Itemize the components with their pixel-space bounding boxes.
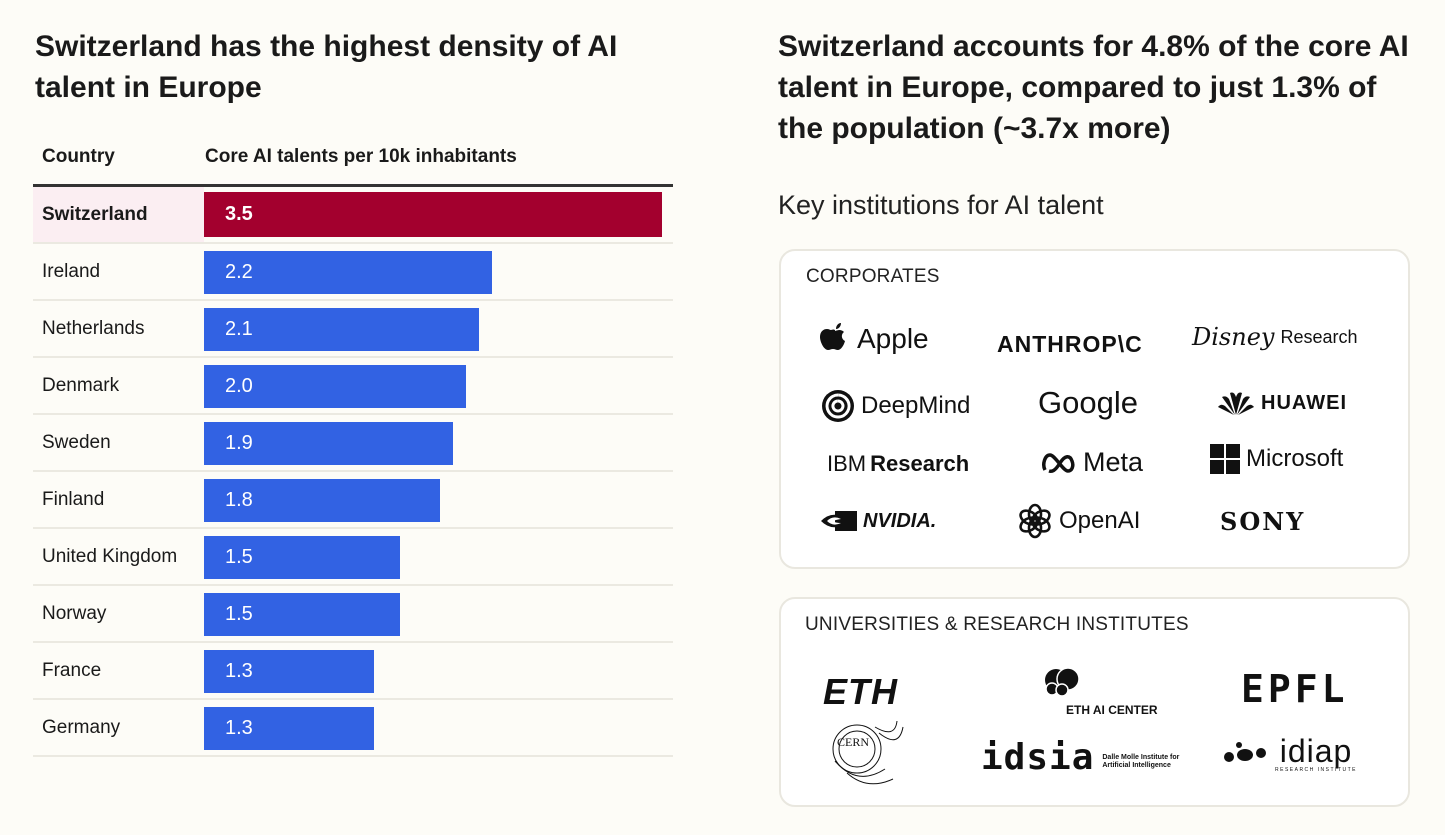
huawei-logo: HUAWEI bbox=[1217, 389, 1347, 417]
bar-value-label: 1.5 bbox=[225, 546, 253, 568]
idsia-subtitle-2: Artificial Intelligence bbox=[1102, 761, 1171, 769]
nvidia-text: NVIDIA. bbox=[863, 509, 937, 532]
country-column-header: Country bbox=[42, 146, 115, 167]
corporates-card: CORPORATES Apple ANTHROP\C Disney Resear… bbox=[779, 249, 1410, 569]
microsoft-icon bbox=[1210, 444, 1240, 474]
anthropic-logo: ANTHROP\C bbox=[997, 331, 1143, 357]
apple-text: Apple bbox=[857, 323, 929, 354]
ibm-text: IBM bbox=[827, 451, 867, 476]
cern-logo: CERN bbox=[827, 719, 907, 793]
huawei-text: HUAWEI bbox=[1261, 391, 1347, 414]
bar-denmark: 2.0 bbox=[204, 365, 466, 408]
bar-value-label: 2.0 bbox=[225, 375, 253, 397]
country-label: Netherlands bbox=[42, 317, 145, 339]
deepmind-logo: DeepMind bbox=[821, 389, 970, 423]
table-row: Sweden 1.9 bbox=[33, 415, 673, 472]
table-row: Ireland 2.2 bbox=[33, 244, 673, 301]
disney-research-logo: Disney Research bbox=[1192, 323, 1358, 351]
idsia-text: idsia bbox=[981, 737, 1095, 778]
idiap-logo: idiap RESEARCH INSTITUTE bbox=[1223, 735, 1357, 773]
bar-switzerland: 3.5 bbox=[204, 192, 662, 237]
openai-icon bbox=[1019, 503, 1051, 539]
country-label: Switzerland bbox=[33, 187, 204, 242]
bar-united-kingdom: 1.5 bbox=[204, 536, 400, 579]
institutions-title: Key institutions for AI talent bbox=[778, 190, 1104, 220]
cern-text: CERN bbox=[837, 735, 870, 749]
nvidia-logo: NVIDIA. bbox=[821, 509, 936, 533]
bar-ireland: 2.2 bbox=[204, 251, 492, 294]
bar-sweden: 1.9 bbox=[204, 422, 453, 465]
table-row: Denmark 2.0 bbox=[33, 358, 673, 415]
bar-france: 1.3 bbox=[204, 650, 374, 693]
huawei-icon bbox=[1218, 392, 1254, 415]
disney-research-text: Research bbox=[1280, 326, 1358, 347]
idiap-text: idiap bbox=[1279, 733, 1353, 769]
ibm-research-logo: IBM Research bbox=[827, 451, 969, 477]
country-label: United Kingdom bbox=[42, 545, 178, 567]
bar-norway: 1.5 bbox=[204, 593, 400, 636]
left-title: Switzerland has the highest density of A… bbox=[35, 30, 618, 104]
bar-value-label: 1.3 bbox=[225, 717, 253, 739]
table-row: Netherlands 2.1 bbox=[33, 301, 673, 358]
country-label: Sweden bbox=[42, 431, 111, 453]
disney-script-text: Disney bbox=[1192, 323, 1275, 351]
bar-germany: 1.3 bbox=[204, 707, 374, 750]
meta-icon bbox=[1042, 452, 1075, 473]
bar-value-label: 2.2 bbox=[225, 261, 253, 283]
country-label: Ireland bbox=[42, 260, 101, 282]
idsia-subtitle-1: Dalle Molle Institute for bbox=[1102, 753, 1180, 761]
country-label: France bbox=[42, 659, 102, 681]
microsoft-text: Microsoft bbox=[1246, 445, 1344, 472]
bar-value-label: 2.1 bbox=[225, 318, 253, 340]
country-label: Finland bbox=[42, 488, 105, 510]
eth-logo: ETH bbox=[823, 671, 898, 712]
google-logo: Google bbox=[1038, 385, 1138, 420]
idiap-subtitle: RESEARCH INSTITUTE bbox=[1275, 767, 1358, 773]
bar-value-label: 3.5 bbox=[225, 203, 253, 225]
meta-text: Meta bbox=[1083, 447, 1144, 477]
microsoft-logo: Microsoft bbox=[1210, 444, 1343, 474]
universities-label: UNIVERSITIES & RESEARCH INSTITUTES bbox=[805, 614, 1189, 635]
eth-ai-center-logo: ETH AI CENTER bbox=[1045, 665, 1158, 717]
table-row: Finland 1.8 bbox=[33, 472, 673, 529]
nvidia-icon bbox=[821, 511, 857, 531]
header-rule bbox=[33, 184, 673, 187]
bar-value-label: 1.9 bbox=[225, 432, 253, 454]
deepmind-text: DeepMind bbox=[861, 392, 971, 419]
bar-value-label: 1.3 bbox=[225, 660, 253, 682]
table-row: Germany 1.3 bbox=[33, 700, 673, 757]
ibm-research-text: Research bbox=[870, 451, 970, 476]
epfl-logo: EPFL bbox=[1241, 667, 1349, 711]
bar-value-label: 1.8 bbox=[225, 489, 253, 511]
bar-finland: 1.8 bbox=[204, 479, 440, 522]
bar-netherlands: 2.1 bbox=[204, 308, 479, 351]
corporates-label: CORPORATES bbox=[806, 266, 940, 287]
right-title: Switzerland accounts for 4.8% of the cor… bbox=[778, 30, 1409, 145]
openai-text: OpenAI bbox=[1059, 507, 1141, 534]
value-column-header: Core AI talents per 10k inhabitants bbox=[205, 146, 517, 167]
sony-logo: SONY bbox=[1220, 507, 1306, 536]
table-row: Switzerland 3.5 bbox=[33, 187, 673, 244]
apple-icon bbox=[820, 323, 845, 350]
idiap-icon bbox=[1224, 742, 1266, 762]
table-row: France 1.3 bbox=[33, 643, 673, 700]
eth-ai-center-icon bbox=[1045, 667, 1080, 697]
country-label: Denmark bbox=[42, 374, 120, 396]
meta-logo: Meta bbox=[1041, 447, 1143, 478]
cern-icon bbox=[832, 720, 904, 785]
country-label: Germany bbox=[42, 716, 121, 738]
apple-logo: Apple bbox=[819, 321, 929, 357]
bar-value-label: 1.5 bbox=[225, 603, 253, 625]
openai-logo: OpenAI bbox=[1017, 503, 1140, 539]
country-label: Norway bbox=[42, 602, 107, 624]
table-row: Norway 1.5 bbox=[33, 586, 673, 643]
deepmind-icon bbox=[822, 390, 854, 422]
universities-card: UNIVERSITIES & RESEARCH INSTITUTES ETH E… bbox=[779, 597, 1410, 807]
table-row: United Kingdom 1.5 bbox=[33, 529, 673, 586]
idsia-logo: idsia Dalle Molle Institute for Artifici… bbox=[981, 737, 1179, 778]
eth-ai-center-text: ETH AI CENTER bbox=[1066, 703, 1158, 717]
